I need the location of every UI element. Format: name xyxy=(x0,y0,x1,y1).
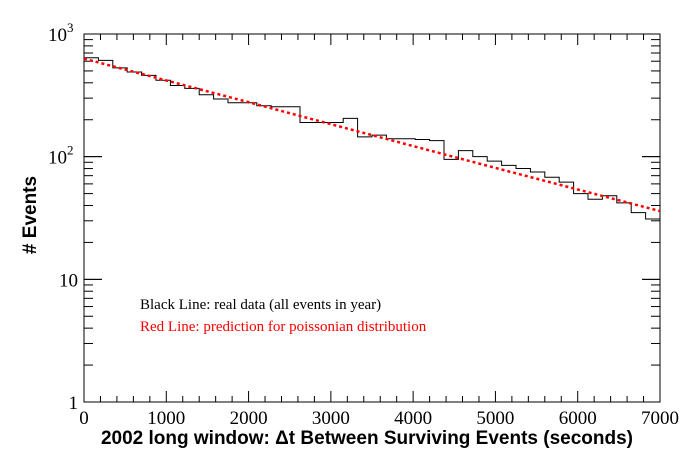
y-tick-label: 103 xyxy=(48,20,74,46)
y-tick-label: 1 xyxy=(69,393,79,414)
axis-ticks xyxy=(83,33,661,403)
legend-prediction: Red Line: prediction for poissonian dist… xyxy=(140,319,427,335)
x-tick-label: 2000 xyxy=(230,408,268,429)
tick-labels: 0 1000 2000 3000 4000 5000 6000 7000 1 10 102 103 xyxy=(48,20,679,429)
x-tick-label: 5000 xyxy=(476,408,514,429)
y-tick-label: 10 xyxy=(59,270,78,291)
x-tick-label: 4000 xyxy=(394,408,432,429)
histogram-series xyxy=(84,57,661,220)
plot-frame xyxy=(83,33,661,403)
x-tick-label: 7000 xyxy=(641,408,679,429)
y-axis-title: # Events xyxy=(20,176,41,254)
legend-real-data: Black Line: real data (all events in yea… xyxy=(140,297,381,313)
x-tick-label: 0 xyxy=(79,408,89,429)
y-tick-label: 102 xyxy=(48,143,74,169)
x-tick-label: 1000 xyxy=(147,408,185,429)
x-tick-label: 6000 xyxy=(559,408,597,429)
x-tick-label: 3000 xyxy=(312,408,350,429)
x-axis-title: 2002 long window: Δt Between Surviving E… xyxy=(101,428,633,449)
